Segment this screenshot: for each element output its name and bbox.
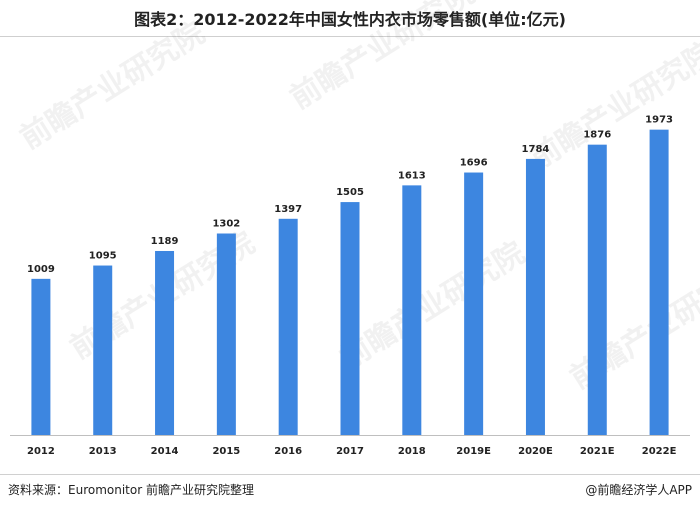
data-label: 1302	[212, 219, 240, 230]
data-label: 1095	[89, 251, 117, 262]
data-label: 1397	[274, 204, 302, 215]
bar	[31, 278, 51, 435]
data-label: 1973	[645, 115, 673, 126]
x-tick-label: 2021E	[580, 446, 615, 457]
x-tick-label: 2020E	[518, 446, 553, 457]
footer-divider	[0, 474, 700, 475]
bar	[649, 129, 669, 435]
bar	[93, 265, 113, 435]
bar-chart: 1009 2012 1095 2013 1189 2014 1302 2015 1397 2016…	[10, 115, 690, 457]
bar	[340, 202, 360, 435]
x-tick-label: 2012	[27, 446, 55, 457]
data-label: 1876	[583, 130, 611, 141]
data-label: 1784	[522, 144, 550, 155]
bar	[216, 233, 236, 435]
x-tick-label: 2014	[151, 446, 179, 457]
bar	[464, 172, 484, 435]
bar	[525, 158, 545, 435]
data-label: 1613	[398, 170, 426, 181]
source-note: 资料来源：Euromonitor 前瞻产业研究院整理	[8, 483, 254, 497]
brand-credit: @前瞻经济学人APP	[585, 483, 692, 497]
bar	[587, 144, 607, 435]
data-label: 1189	[151, 236, 179, 247]
x-tick-label: 2013	[89, 446, 117, 457]
bar	[278, 218, 298, 435]
data-label: 1505	[336, 187, 364, 198]
x-tick-label: 2015	[212, 446, 240, 457]
data-label: 1696	[460, 158, 488, 169]
x-tick-label: 2018	[398, 446, 426, 457]
data-label: 1009	[27, 264, 55, 275]
chart-title: 图表2：2012-2022年中国女性内衣市场零售额(单位:亿元)	[134, 10, 566, 29]
x-tick-label: 2017	[336, 446, 364, 457]
title-divider	[0, 36, 700, 37]
bar	[155, 250, 175, 435]
bar	[402, 185, 422, 435]
x-tick-label: 2016	[274, 446, 302, 457]
x-tick-label: 2022E	[642, 446, 677, 457]
x-tick-label: 2019E	[456, 446, 491, 457]
